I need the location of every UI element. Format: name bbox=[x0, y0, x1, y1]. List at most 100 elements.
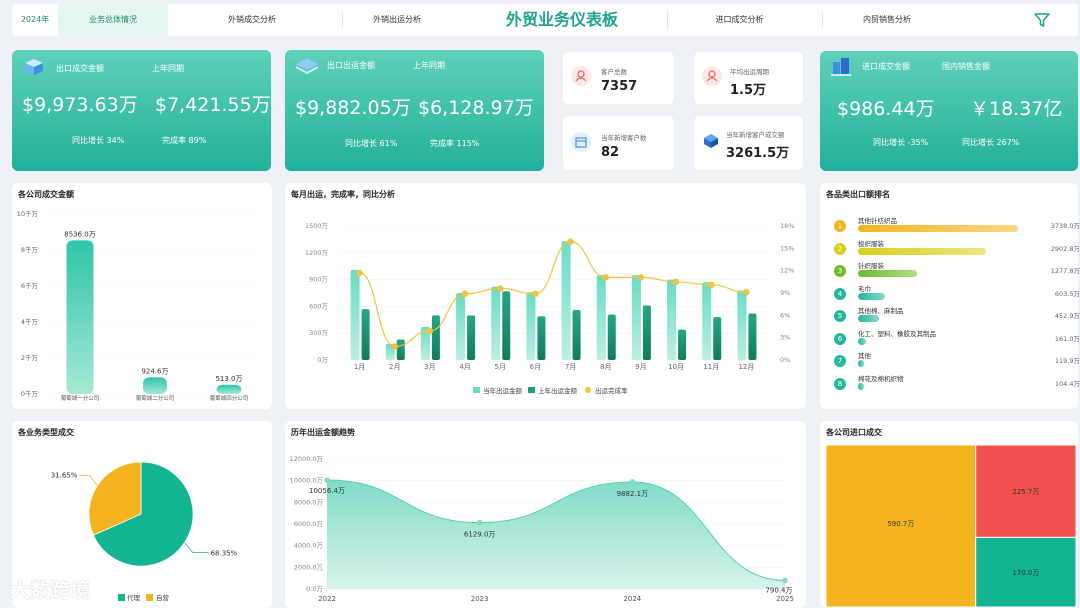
company-import-panel: 各公司进口成交 590.7万 225.7万 170.0万 bbox=[820, 421, 1078, 608]
rate-point bbox=[532, 290, 539, 297]
pie-label: 68.35% bbox=[211, 549, 238, 557]
ranking-name: 梭织服装 bbox=[858, 239, 884, 248]
area-value-label: 10056.4万 bbox=[309, 487, 345, 495]
y-right-tick-label: 3% bbox=[780, 334, 790, 342]
history-trend-title: 历年出运金额趋势 bbox=[291, 428, 355, 437]
y-tick-label: 2千万 bbox=[21, 353, 39, 362]
x-tick-label: 10月 bbox=[668, 363, 684, 371]
bar-previous bbox=[431, 315, 440, 360]
y-tick-label: 8000.0万 bbox=[294, 498, 324, 506]
y-tick-label: 1500万 bbox=[305, 222, 329, 230]
bar-previous bbox=[537, 316, 546, 360]
rate-point bbox=[391, 343, 398, 350]
export-deal-label: 出口成交金额 bbox=[56, 64, 104, 73]
x-tick-label: 6月 bbox=[530, 363, 541, 371]
bar-previous bbox=[396, 339, 405, 360]
x-tick-label: 12月 bbox=[738, 363, 754, 371]
history-trend-panel: 历年出运金额趋势 12000.0万 10000.0万 8000.0万 6000.0万 4… bbox=[285, 421, 806, 608]
bar-previous bbox=[361, 309, 370, 360]
tab-overview[interactable]: 业务总体情况 bbox=[58, 4, 168, 36]
ranking-number: 8 bbox=[834, 377, 846, 390]
pie-slice bbox=[92, 461, 194, 567]
ranking-name: 其他棉、麻制品 bbox=[858, 307, 904, 315]
bar-previous bbox=[502, 291, 511, 360]
bar-previous bbox=[713, 317, 722, 360]
user-icon bbox=[702, 66, 722, 86]
legend-label: 代理 bbox=[127, 593, 141, 602]
bar-current bbox=[526, 292, 536, 360]
rate-line bbox=[359, 241, 747, 348]
bar-current bbox=[702, 282, 712, 360]
legend-label: 出运完成率 bbox=[595, 386, 628, 395]
layers-icon bbox=[295, 58, 319, 75]
ranking-number: 4 bbox=[834, 287, 846, 300]
new-customers-value: 82 bbox=[601, 145, 620, 160]
bar-current bbox=[420, 326, 430, 360]
x-tick-label: 3月 bbox=[424, 363, 435, 371]
treemap-cell bbox=[975, 444, 1077, 538]
area-point bbox=[324, 477, 330, 483]
bar-value-label: 513.0万 bbox=[215, 375, 242, 383]
x-tick-label: 2025 bbox=[776, 595, 794, 603]
company-deal-panel: 各公司成交金额 10千万 8千万 6千万 4千万 2千万 0千万 8536.0万 葡萄城一分公… bbox=[12, 183, 272, 409]
ranking-value: 3738.0万 bbox=[1050, 222, 1080, 230]
ranking-name: 棉花及棉机织物 bbox=[858, 374, 904, 383]
avg-shipping-cycle-label: 平均出运周期 bbox=[730, 68, 769, 76]
pie-label-line bbox=[79, 475, 98, 486]
ranking-item: 3 针织服装 1277.8万 bbox=[820, 258, 1080, 284]
y-tick-label: 10000.0万 bbox=[290, 477, 324, 485]
user-icon bbox=[571, 66, 591, 86]
ranking-number: 5 bbox=[834, 310, 846, 322]
ranking-name: 毛巾 bbox=[858, 284, 871, 293]
x-tick-label: 11月 bbox=[703, 363, 719, 371]
export-deal-lastyear-value: $7,421.55万 bbox=[155, 94, 271, 116]
y-tick-label: 4000.0万 bbox=[294, 542, 324, 550]
year-selector[interactable]: 2024年 bbox=[20, 15, 50, 24]
business-type-title: 各业务类型成交 bbox=[18, 428, 74, 437]
nav-divider bbox=[342, 12, 343, 28]
rate-point bbox=[602, 274, 609, 281]
treemap-cell bbox=[825, 444, 977, 608]
ranking-number: 2 bbox=[834, 242, 846, 255]
rate-point bbox=[497, 285, 504, 292]
bar-current bbox=[737, 290, 747, 360]
bar bbox=[66, 240, 94, 394]
y-right-tick-label: 15% bbox=[780, 244, 794, 252]
y-tick-label: 10千万 bbox=[17, 209, 39, 218]
area-value-label: 9882.1万 bbox=[617, 490, 649, 498]
filter-icon[interactable] bbox=[1032, 10, 1052, 30]
tab-import-deal[interactable]: 进口成交分析 bbox=[715, 15, 764, 24]
new-customers-card: 当年新增客户数 82 bbox=[563, 116, 674, 170]
legend-label: 自营 bbox=[156, 593, 170, 602]
y-tick-label: 0万 bbox=[317, 356, 328, 364]
tab-domestic-sales[interactable]: 内贸销售分析 bbox=[863, 15, 911, 24]
bar-current bbox=[631, 275, 641, 360]
legend-swatch bbox=[146, 594, 153, 601]
y-right-tick-label: 0% bbox=[780, 356, 790, 364]
area-line bbox=[326, 479, 786, 581]
domestic-sales-label: 国内销售金额 bbox=[942, 62, 990, 71]
ranking-bar bbox=[858, 337, 866, 345]
ranking-value: 603.5万 bbox=[1054, 289, 1080, 298]
business-type-panel: 各业务类型成交 68.35% 31.65% 代理 自营 bbox=[12, 421, 272, 608]
bar-current bbox=[596, 275, 606, 360]
x-tick-label: 2月 bbox=[389, 363, 400, 371]
ranking-value: 104.4万 bbox=[1054, 379, 1080, 388]
watermark: 大数跨境 bbox=[10, 578, 90, 602]
legend-swatch bbox=[473, 387, 480, 393]
y-tick-label: 2000.0万 bbox=[294, 563, 324, 571]
bar-current bbox=[491, 286, 501, 360]
y-tick-label: 300万 bbox=[309, 329, 328, 337]
rate-point bbox=[743, 289, 750, 296]
monthly-shipping-title: 每月出运，完成率，同比分析 bbox=[291, 190, 395, 199]
customer-total-label: 客户总数 bbox=[601, 68, 627, 76]
rate-point bbox=[461, 290, 469, 297]
treemap-label: 225.7万 bbox=[1012, 488, 1039, 496]
tab-export-deal[interactable]: 外销成交分析 bbox=[228, 15, 276, 24]
box-icon bbox=[704, 134, 718, 148]
tab-export-shipping[interactable]: 外销出运分析 bbox=[373, 15, 421, 24]
y-tick-label: 8千万 bbox=[21, 245, 39, 254]
export-deal-card: 出口成交金额 上年同期 $9,973.63万 $7,421.55万 同比增长 3… bbox=[12, 50, 271, 171]
bar-current bbox=[456, 293, 466, 360]
